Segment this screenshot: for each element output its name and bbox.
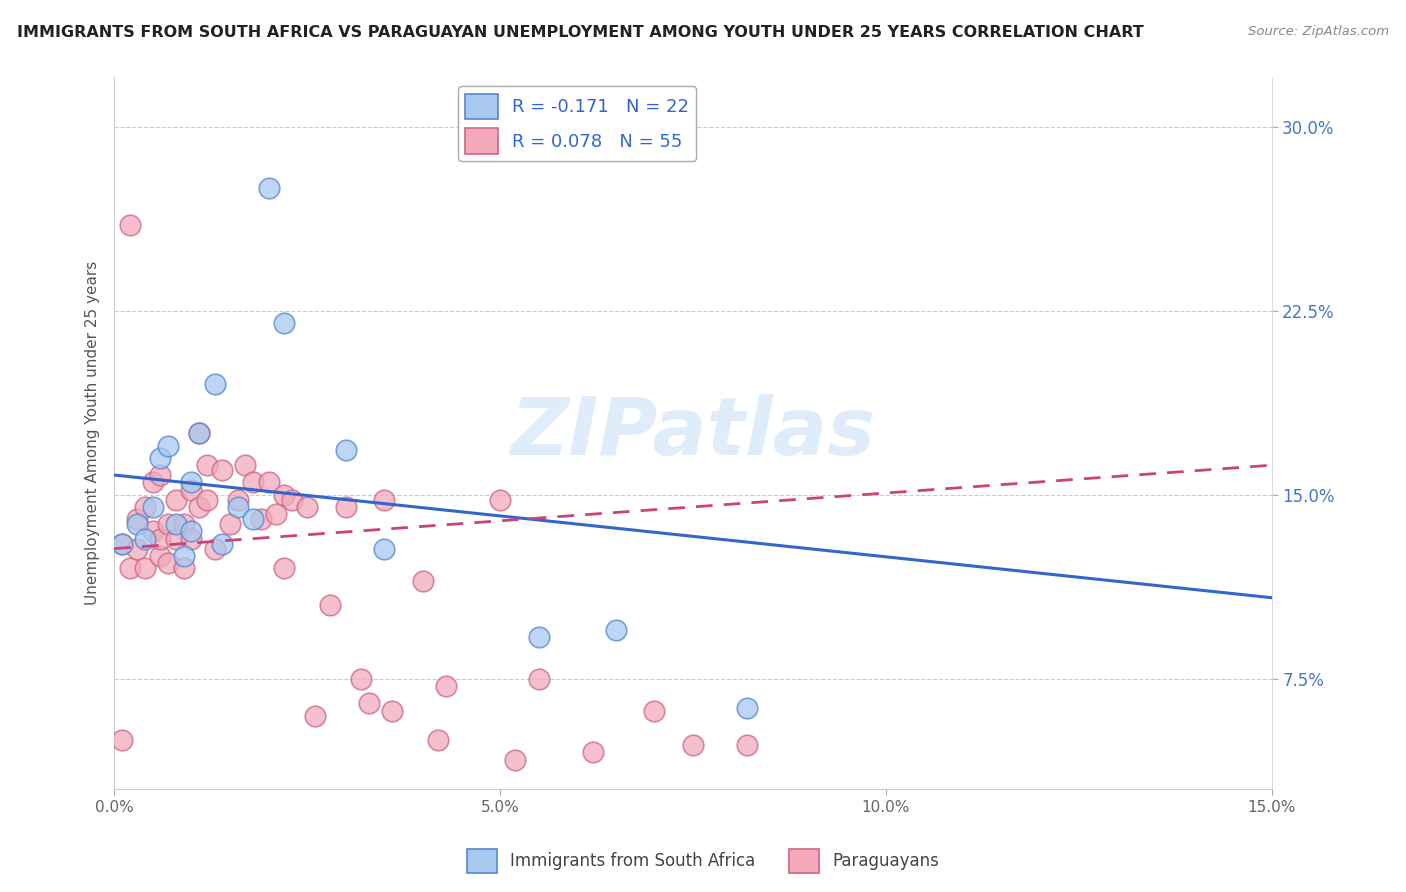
Point <box>195 458 218 473</box>
Text: IMMIGRANTS FROM SOUTH AFRICA VS PARAGUAYAN UNEMPLOYMENT AMONG YOUTH UNDER 25 YEA: IMMIGRANTS FROM SOUTH AFRICA VS PARAGUAY… <box>17 25 1143 40</box>
Point <box>111 537 134 551</box>
Point <box>149 468 172 483</box>
Point <box>165 492 187 507</box>
Point <box>335 443 357 458</box>
Point <box>605 623 627 637</box>
Point <box>157 517 180 532</box>
Point <box>142 500 165 514</box>
Point <box>242 512 264 526</box>
Point <box>350 672 373 686</box>
Point <box>204 377 226 392</box>
Point <box>118 561 141 575</box>
Point <box>682 738 704 752</box>
Point <box>373 541 395 556</box>
Point <box>180 483 202 497</box>
Point <box>180 524 202 539</box>
Point <box>304 708 326 723</box>
Point <box>273 561 295 575</box>
Point <box>434 679 457 693</box>
Point <box>505 753 527 767</box>
Point <box>249 512 271 526</box>
Point <box>134 500 156 514</box>
Point <box>235 458 257 473</box>
Point <box>527 672 550 686</box>
Point <box>173 561 195 575</box>
Point <box>134 561 156 575</box>
Point <box>226 500 249 514</box>
Point <box>257 181 280 195</box>
Point <box>273 316 295 330</box>
Point <box>489 492 512 507</box>
Point <box>118 218 141 232</box>
Point <box>127 512 149 526</box>
Point <box>173 517 195 532</box>
Point <box>111 733 134 747</box>
Point <box>373 492 395 507</box>
Point <box>149 532 172 546</box>
Point <box>582 745 605 759</box>
Text: Source: ZipAtlas.com: Source: ZipAtlas.com <box>1249 25 1389 38</box>
Point <box>643 704 665 718</box>
Point <box>280 492 302 507</box>
Point <box>157 557 180 571</box>
Point <box>173 549 195 563</box>
Point <box>219 517 242 532</box>
Point <box>211 463 233 477</box>
Point <box>188 426 211 441</box>
Point <box>195 492 218 507</box>
Point <box>149 549 172 563</box>
Point <box>412 574 434 588</box>
Point <box>127 517 149 532</box>
Point <box>357 696 380 710</box>
Point <box>257 475 280 490</box>
Text: ZIPatlas: ZIPatlas <box>510 394 876 472</box>
Point <box>142 475 165 490</box>
Point <box>127 541 149 556</box>
Point <box>142 524 165 539</box>
Point <box>165 517 187 532</box>
Point <box>735 738 758 752</box>
Legend: R = -0.171   N = 22, R = 0.078   N = 55: R = -0.171 N = 22, R = 0.078 N = 55 <box>458 87 696 161</box>
Point <box>204 541 226 556</box>
Point <box>111 537 134 551</box>
Point <box>273 488 295 502</box>
Point <box>527 630 550 644</box>
Point <box>264 508 287 522</box>
Point <box>180 475 202 490</box>
Point <box>319 598 342 612</box>
Point <box>134 532 156 546</box>
Point <box>180 532 202 546</box>
Point <box>335 500 357 514</box>
Point <box>211 537 233 551</box>
Point <box>188 500 211 514</box>
Point <box>188 426 211 441</box>
Point <box>735 701 758 715</box>
Point <box>226 492 249 507</box>
Point <box>242 475 264 490</box>
Legend: Immigrants from South Africa, Paraguayans: Immigrants from South Africa, Paraguayan… <box>460 842 946 880</box>
Point <box>381 704 404 718</box>
Point <box>165 532 187 546</box>
Point <box>149 450 172 465</box>
Y-axis label: Unemployment Among Youth under 25 years: Unemployment Among Youth under 25 years <box>86 261 100 606</box>
Point <box>427 733 450 747</box>
Point <box>295 500 318 514</box>
Point <box>157 439 180 453</box>
